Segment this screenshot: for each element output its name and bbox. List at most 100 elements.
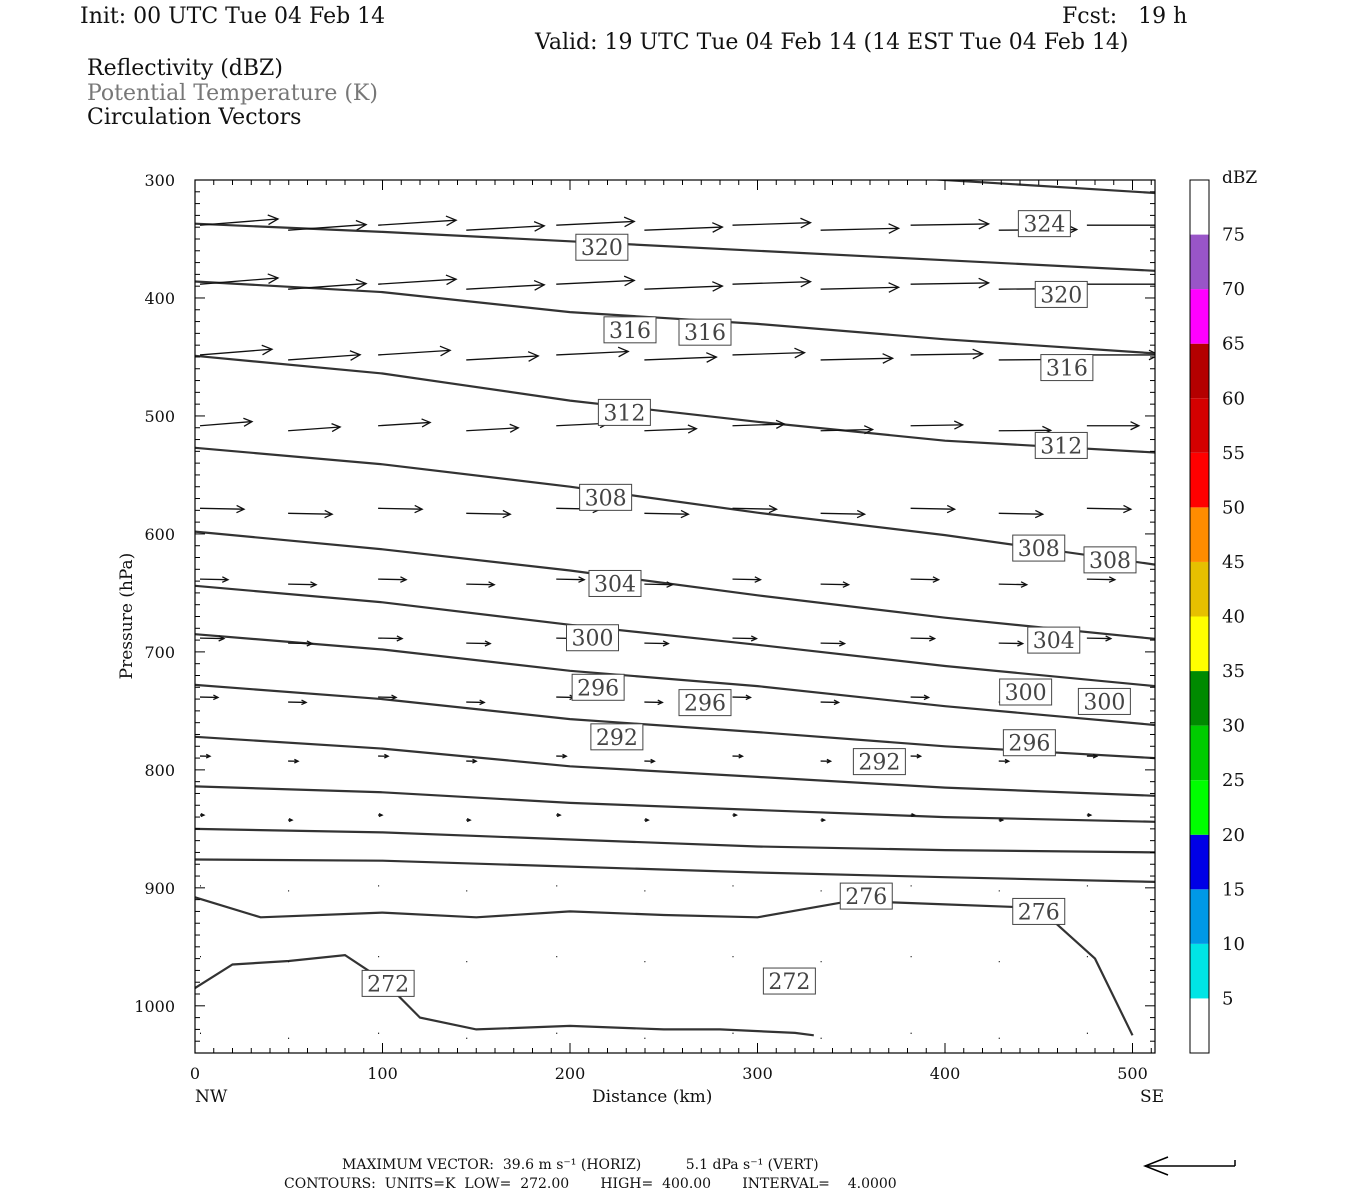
wind-vector-head	[306, 640, 314, 647]
contour-line-296-8	[195, 683, 1155, 760]
contour-label-316: 316	[609, 319, 651, 344]
x-tick-label: 200	[555, 1064, 586, 1083]
wind-vector	[644, 285, 723, 290]
wind-vector	[466, 355, 539, 361]
reference-vector-arrow	[1142, 1156, 1236, 1176]
wind-vector-head	[842, 581, 851, 588]
valid-time: Valid: 19 UTC Tue 04 Feb 14 (14 EST Tue …	[535, 30, 1129, 55]
contour-label-296: 296	[684, 692, 726, 717]
y-tick-label: 600	[144, 525, 175, 544]
wind-vector-head	[445, 274, 458, 286]
wind-vector-head	[623, 275, 636, 287]
contour-label-box	[603, 316, 657, 344]
contour-label-316: 316	[1046, 357, 1088, 382]
contour-line-304-6	[195, 584, 1155, 688]
wind-vector	[820, 428, 873, 432]
contour-line-276-13	[195, 896, 1134, 1036]
wind-vector-head	[378, 812, 384, 818]
wind-vector-head	[288, 817, 294, 823]
wind-vector	[288, 426, 341, 432]
colorbar-segment	[1190, 234, 1209, 290]
wind-vector	[910, 353, 983, 356]
wind-vector-head	[916, 753, 923, 759]
contour-line-288-10	[195, 785, 1155, 823]
colorbar-label: 5	[1222, 988, 1233, 1009]
wind-vector	[378, 507, 423, 510]
wind-vector-head	[488, 581, 496, 588]
wind-vector-head	[775, 419, 786, 429]
contour-label-box	[852, 748, 906, 776]
wind-vector	[820, 286, 899, 290]
wind-vector-head	[205, 753, 212, 759]
wind-vector-head	[221, 576, 230, 583]
wind-vector	[820, 512, 865, 515]
wind-vector-head	[888, 223, 901, 234]
colorbar-segment	[1190, 943, 1209, 999]
colorbar-label: 50	[1222, 497, 1245, 518]
init-time: Init: 00 UTC Tue 04 Feb 14	[80, 4, 386, 29]
wind-vector-head	[1004, 758, 1011, 764]
contour-label-300: 300	[572, 627, 614, 652]
contour-label-320: 320	[1040, 283, 1082, 308]
wind-vector	[910, 578, 939, 581]
colorbar-frame	[1189, 179, 1210, 1054]
wind-vector	[199, 578, 229, 581]
wind-vector-head	[706, 352, 718, 363]
wind-vector-head	[1020, 581, 1029, 588]
contour-label-276: 276	[1018, 900, 1060, 925]
wind-vector-head	[1105, 635, 1113, 642]
wind-vector-head	[414, 504, 424, 514]
wind-vector	[288, 512, 333, 515]
y-tick-label: 300	[144, 171, 175, 190]
contour-label-box	[1012, 897, 1066, 925]
forecast-hour: Fcst: 19 h	[1062, 4, 1188, 29]
contour-label-box	[590, 723, 644, 751]
wind-vector-head	[384, 753, 390, 759]
max-vector-note: MAXIMUM VECTOR: 39.6 m s⁻¹ (HORIZ) 5.1 d…	[342, 1157, 819, 1173]
contour-label-box	[678, 318, 732, 346]
wind-vector-head	[533, 279, 546, 291]
wind-vector-head	[953, 420, 965, 430]
wind-vector-head	[754, 576, 762, 583]
wind-vector	[378, 278, 457, 285]
wind-vector	[820, 357, 893, 361]
wind-vector	[556, 350, 629, 356]
contour-line-320-2	[195, 280, 1155, 355]
wind-vector-head	[1034, 509, 1045, 519]
colorbar-segment	[1190, 289, 1209, 344]
wind-vector	[378, 219, 457, 226]
contour-label-308: 308	[1018, 537, 1060, 562]
colorbar-label: 25	[1222, 770, 1245, 791]
x-tick-label: 300	[742, 1064, 773, 1083]
x-end-label-se: SE	[1140, 1087, 1165, 1107]
contour-label-box	[588, 569, 642, 597]
wind-vector-head	[929, 635, 937, 642]
contour-line-312-4	[195, 446, 1155, 566]
wind-vector-head	[856, 509, 867, 519]
contour-label-box	[571, 673, 625, 701]
wind-vector-head	[261, 344, 274, 356]
wind-vector-head	[466, 817, 472, 823]
wind-vector-head	[733, 812, 738, 818]
colorbar-segment	[1190, 998, 1209, 1053]
contour-line-292-9	[195, 735, 1155, 797]
contour-info-note: CONTOURS: UNITS=K LOW= 272.00 HIGH= 400.…	[284, 1176, 897, 1192]
wind-vector-head	[978, 218, 991, 230]
contour-label-box	[1017, 210, 1071, 238]
contour-label-312: 312	[1040, 434, 1082, 459]
contour-label-324: 324	[1023, 213, 1065, 238]
wind-vector-head	[657, 699, 664, 706]
y-tick-label: 1000	[134, 997, 175, 1016]
wind-vector	[288, 583, 317, 586]
wind-vector-head	[1154, 220, 1155, 231]
wind-vector	[556, 279, 635, 285]
contour-label-box	[678, 689, 732, 717]
wind-vector-head	[888, 282, 901, 293]
colorbar-segment	[1190, 780, 1209, 835]
wind-vector	[910, 282, 989, 285]
wind-vector-head	[738, 753, 744, 759]
wind-vector	[466, 225, 545, 231]
axis-ticks: 0 100 200 300 400 500 300 400 500 600 700 800 900 100…	[134, 171, 1155, 1083]
wind-vector	[1086, 507, 1131, 510]
wind-vector-head	[331, 422, 342, 433]
